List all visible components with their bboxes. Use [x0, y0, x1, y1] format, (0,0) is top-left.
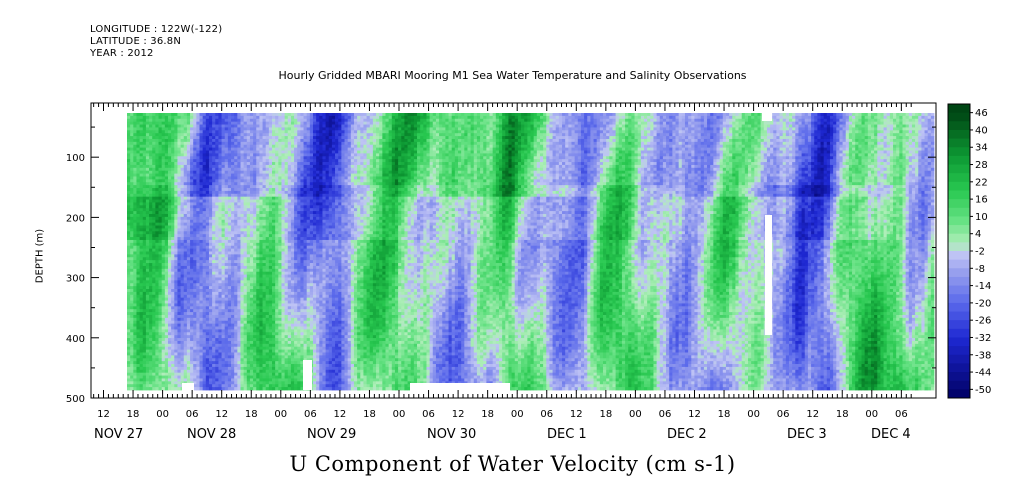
x-tick-label: 06 — [422, 409, 435, 420]
colorbar-label: 28 — [975, 160, 988, 171]
x-tick-label: 00 — [865, 409, 878, 420]
x-tick-label: 12 — [334, 409, 347, 420]
x-day-label: NOV 29 — [307, 427, 356, 442]
colorbar-label: -32 — [975, 333, 991, 344]
colorbar-label: 40 — [975, 125, 988, 136]
colorbar-label: -2 — [975, 247, 985, 258]
colorbar-label: -20 — [975, 298, 991, 309]
x-day-label: DEC 3 — [787, 427, 827, 442]
colorbar-label: -26 — [975, 316, 991, 327]
x-tick-label: 06 — [186, 409, 199, 420]
x-tick-label: 12 — [452, 409, 465, 420]
y-tick-label: 500 — [66, 394, 85, 405]
colorbar-label: 22 — [975, 177, 988, 188]
x-tick-label: 12 — [806, 409, 819, 420]
x-tick-label: 00 — [747, 409, 760, 420]
colorbar-label: -44 — [975, 368, 991, 379]
x-tick-label: 18 — [481, 409, 494, 420]
x-tick-label: 12 — [570, 409, 583, 420]
colorbar: 46 40 34 28 22 16 10 4 -2 -8 -14 -20 -26 -32 -38 -44 -50 — [948, 104, 991, 399]
x-tick-label: 12 — [97, 409, 110, 420]
x-tick-label: 00 — [629, 409, 642, 420]
y-tick-label: 200 — [66, 213, 85, 224]
x-tick-label: 00 — [274, 409, 287, 420]
colorbar-label: -50 — [975, 385, 991, 396]
colorbar-label: -8 — [975, 264, 985, 275]
colorbar-label: -14 — [975, 281, 991, 292]
colorbar-label: -38 — [975, 350, 991, 361]
colorbar-label: 4 — [975, 229, 981, 240]
x-tick-label: 18 — [245, 409, 258, 420]
x-tick-label: 06 — [777, 409, 790, 420]
x-day-label: DEC 4 — [871, 427, 911, 442]
colorbar-label: 46 — [975, 108, 988, 119]
y-tick-label: 100 — [66, 153, 85, 164]
x-day-label: NOV 28 — [187, 427, 236, 442]
x-day-label: NOV 30 — [427, 427, 476, 442]
x-tick-label: 00 — [511, 409, 524, 420]
x-day-label: DEC 1 — [547, 427, 587, 442]
colorbar-label: 16 — [975, 195, 988, 206]
x-tick-label: 06 — [659, 409, 672, 420]
x-tick-label: 06 — [895, 409, 908, 420]
colorbar-label: 10 — [975, 212, 988, 223]
x-day-label: DEC 2 — [667, 427, 707, 442]
x-tick-label: 00 — [393, 409, 406, 420]
x-tick-label: 18 — [599, 409, 612, 420]
x-tick-label: 06 — [304, 409, 317, 420]
x-tick-label: 12 — [215, 409, 228, 420]
x-tick-label: 18 — [718, 409, 731, 420]
heatmap-field — [127, 113, 934, 391]
x-tick-label: 06 — [540, 409, 553, 420]
x-tick-label: 18 — [127, 409, 140, 420]
y-tick-label: 400 — [66, 334, 85, 345]
x-tick-label: 18 — [363, 409, 376, 420]
x-tick-label: 12 — [688, 409, 701, 420]
x-tick-label: 00 — [156, 409, 169, 420]
x-tick-label: 18 — [836, 409, 849, 420]
y-tick-label: 300 — [66, 274, 85, 285]
colorbar-label: 34 — [975, 143, 988, 154]
x-day-label: NOV 27 — [94, 427, 143, 442]
